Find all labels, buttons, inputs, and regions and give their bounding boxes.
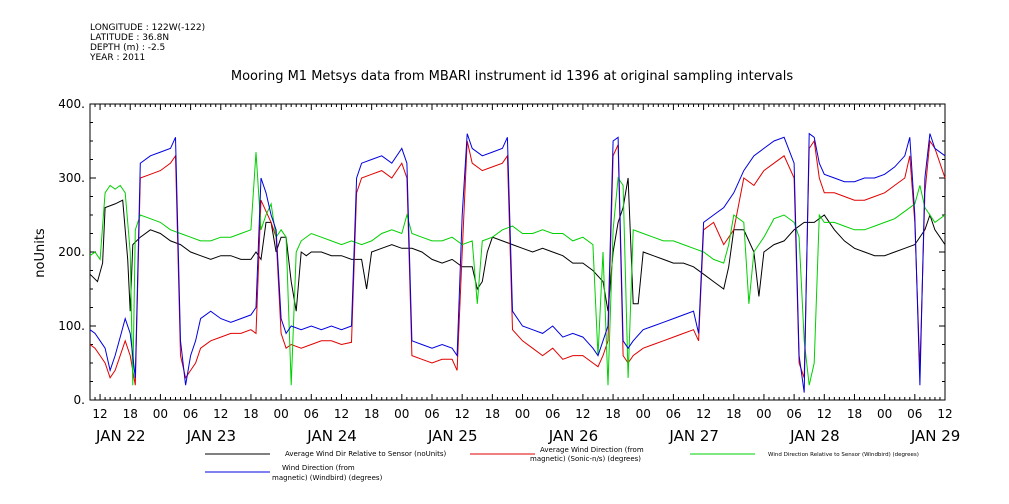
legend-label-red-1: Average Wind Direction (from [540,446,644,454]
series-line-2 [89,139,946,386]
chart-title: Mooring M1 Metsys data from MBARI instru… [231,69,793,84]
x-hour-label: 12 [213,407,228,421]
metadata-block: LONGITUDE : 122W(-122) LATITUDE : 36.8N … [89,23,205,63]
x-day-label: JAN 23 [186,427,237,445]
x-hour-label: 18 [364,407,379,421]
x-hour-label: 06 [545,407,560,421]
x-hour-label: 18 [847,407,862,421]
series-line-4 [89,132,946,393]
x-hour-label: 06 [424,407,439,421]
x-hour-label: 00 [153,407,168,421]
y-tick-label: 100. [58,319,85,333]
y-tick-label: 400. [58,97,85,111]
legend-label-black: Average Wind Dir Relative to Sensor (noU… [285,450,446,458]
x-hour-label: 00 [877,407,892,421]
x-hour-label: 18 [605,407,620,421]
x-day-label: JAN 22 [95,427,146,445]
x-hour-label: 18 [726,407,741,421]
x-hour-label: 12 [696,407,711,421]
y-axis: 0. 100. 200. 300. 400. [58,97,945,407]
x-hour-label: 18 [485,407,500,421]
x-hour-label: 12 [455,407,470,421]
x-day-label: JAN 25 [427,427,478,445]
x-day-label: JAN 29 [910,427,961,445]
series-line-3 [89,152,946,386]
legend-label-blue-2: magnetic) (Windbird) (degrees) [272,474,383,482]
legend: Average Wind Dir Relative to Sensor (noU… [205,446,919,482]
series-layer [89,132,946,393]
x-hour-label: 06 [183,407,198,421]
x-axis: 12 18 00 06 12 18 00 06 12 18 00 06 12 18 00 06 12 18 00 06… [89,104,961,445]
latitude-label: LATITUDE : 36.8N [90,33,169,43]
y-axis-label: noUnits [33,228,48,278]
x-day-label: JAN 24 [306,427,357,445]
x-day-label: JAN 26 [548,427,599,445]
x-hour-label: 00 [515,407,530,421]
legend-label-green: Wind Direction Relative to Sensor (Windb… [768,452,919,458]
x-hour-label: 06 [786,407,801,421]
depth-label: DEPTH (m) : -2.5 [90,43,165,53]
x-hour-label: 00 [273,407,288,421]
y-tick-label: 200. [58,245,85,259]
legend-label-red-2: magnetic) (Sonic-n/s) (degrees) [530,455,641,463]
x-hour-label: 12 [937,407,952,421]
year-label: YEAR : 2011 [89,53,145,63]
x-hour-label: 18 [243,407,258,421]
x-hour-label: 12 [334,407,349,421]
x-hour-label: 06 [666,407,681,421]
x-hour-label: 18 [123,407,138,421]
x-hour-label: 06 [907,407,922,421]
x-hour-label: 12 [575,407,590,421]
y-tick-label: 0. [74,393,85,407]
legend-label-blue-1: Wind Direction (from [282,464,355,472]
x-hour-label: 12 [92,407,107,421]
x-hour-label: 00 [636,407,651,421]
y-tick-label: 300. [58,171,85,185]
x-day-label: JAN 28 [789,427,840,445]
x-hour-label: 00 [394,407,409,421]
x-day-label: JAN 27 [668,427,719,445]
x-hour-label: 00 [756,407,771,421]
longitude-label: LONGITUDE : 122W(-122) [90,23,205,33]
x-hour-label: 12 [817,407,832,421]
x-hour-label: 06 [304,407,319,421]
